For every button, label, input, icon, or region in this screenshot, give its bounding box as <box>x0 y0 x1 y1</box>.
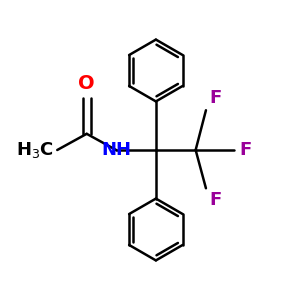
Text: H$_3$C: H$_3$C <box>16 140 54 160</box>
Text: F: F <box>209 89 221 107</box>
Text: O: O <box>78 74 95 93</box>
Text: NH: NH <box>101 141 131 159</box>
Text: F: F <box>209 191 221 209</box>
Text: F: F <box>239 141 251 159</box>
